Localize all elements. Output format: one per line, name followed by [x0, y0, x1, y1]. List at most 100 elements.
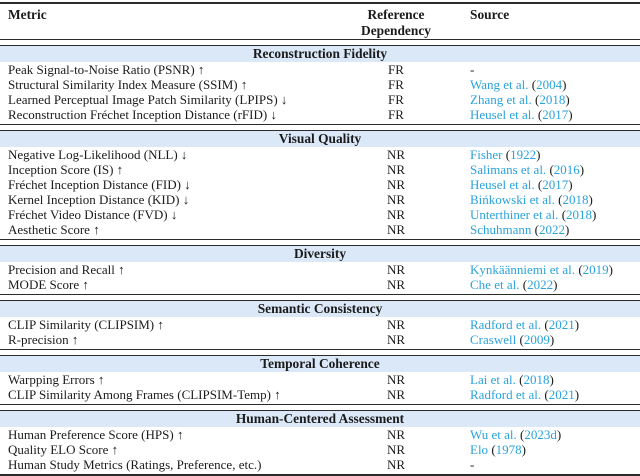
column-header-reference-dependency: Reference Dependency	[332, 7, 460, 38]
citation-year-link[interactable]: 1922	[510, 147, 537, 162]
citation-year-link[interactable]: 2018	[523, 372, 550, 387]
metric-cell: Aesthetic Score ↑	[8, 222, 100, 237]
citation-author-link[interactable]: Kynkäänniemi et al.	[470, 262, 576, 277]
citation-author-link[interactable]: Elo	[470, 442, 489, 457]
citation-author-link[interactable]: Craswell	[470, 332, 517, 347]
citation-author-link[interactable]: Heusel et al.	[470, 107, 535, 122]
citation-author-link[interactable]: Salimans et al.	[470, 162, 547, 177]
citation-close-paren: )	[608, 262, 613, 277]
reference-dependency-cell: FR	[388, 107, 404, 122]
table-row: MODE Score ↑ NR Che et al. (2022)	[0, 277, 640, 292]
citation-author-link[interactable]: Zhang et al.	[470, 92, 532, 107]
citation-author-link[interactable]: Wu et al.	[470, 427, 517, 442]
metric-cell: R-precision ↑	[8, 332, 79, 347]
citation-author-link[interactable]: Radford et al.	[470, 387, 542, 402]
metric-cell: Peak Signal-to-Noise Ratio (PSNR) ↑	[8, 62, 205, 77]
table-row: Kernel Inception Distance (KID) ↓ NR Bińko…	[0, 192, 640, 207]
citation-author-link[interactable]: Radford et al.	[470, 317, 542, 332]
citation-open-paren: (	[515, 372, 524, 387]
citation-close-paren: )	[549, 372, 554, 387]
column-header-metric: Metric	[8, 7, 47, 22]
citation-open-paren: (	[534, 177, 543, 192]
citation-open-paren: (	[516, 332, 524, 347]
table-row: CLIP Similarity (CLIPSIM) ↑ NR Radford et …	[0, 317, 640, 332]
citation-open-paren: (	[546, 162, 554, 177]
citation-close-paren: )	[553, 277, 558, 292]
reference-dependency-cell: NR	[386, 277, 406, 292]
citation-year-link[interactable]: 2019	[582, 262, 609, 277]
table-row: Human Study Metrics (Ratings, Preference…	[0, 457, 640, 472]
source-cell: -	[470, 62, 475, 77]
reference-dependency-cell: NR	[386, 317, 406, 332]
citation-author-link[interactable]: Bińkowski et al.	[470, 192, 555, 207]
citation-author-link[interactable]: Heusel et al.	[470, 177, 535, 192]
citation-close-paren: )	[556, 427, 562, 442]
citation-open-paren: (	[554, 192, 563, 207]
citation-close-paren: )	[536, 147, 541, 162]
reference-dependency-cell: FR	[388, 62, 404, 77]
source-cell: Lai et al. (2018)	[460, 372, 640, 387]
citation-year-link[interactable]: 2021	[548, 317, 575, 332]
reference-dependency-cell: NR	[386, 442, 406, 457]
section-header: Temporal Coherence	[0, 356, 640, 372]
citation-close-paren: )	[562, 77, 567, 92]
citation-close-paren: )	[579, 162, 585, 177]
citation-year-link[interactable]: 2018	[539, 92, 566, 107]
source-cell: Che et al. (2022)	[460, 277, 640, 292]
metric-cell: CLIP Similarity Among Frames (CLIPSIM-Te…	[8, 387, 281, 402]
citation-year-link[interactable]: 1978	[495, 442, 522, 457]
reference-dependency-cell: NR	[386, 192, 406, 207]
table-row: Peak Signal-to-Noise Ratio (PSNR) ↑ FR -	[0, 62, 640, 77]
section-divider	[0, 349, 640, 356]
citation-author-link[interactable]: Che et al.	[470, 277, 520, 292]
citation-year-link[interactable]: 2022	[527, 277, 554, 292]
source-cell: Radford et al. (2021)	[460, 387, 640, 402]
citation-year-link[interactable]: 2022	[538, 222, 565, 237]
table-section: Human-Centered Assessment Human Preferenc…	[0, 411, 640, 474]
metric-cell: Precision and Recall ↑	[8, 262, 125, 277]
table-section: Semantic Consistency CLIP Similarity (CLI…	[0, 301, 640, 349]
section-header: Reconstruction Fidelity	[0, 46, 640, 62]
citation-year-link[interactable]: 2023d	[524, 427, 557, 442]
citation-close-paren: )	[592, 207, 597, 222]
table-row: Warpping Errors ↑ NR Lai et al. (2018)	[0, 372, 640, 387]
citation-year-link[interactable]: 2016	[553, 162, 580, 177]
citation-year-link[interactable]: 2004	[536, 77, 563, 92]
reference-dependency-cell: NR	[386, 387, 406, 402]
source-cell: Heusel et al. (2017)	[460, 177, 640, 192]
citation-open-paren: (	[516, 427, 525, 442]
table-section: Temporal Coherence Warpping Errors ↑ NR Lai…	[0, 356, 640, 404]
citation-author-link[interactable]: Lai et al.	[470, 372, 516, 387]
citation-year-link[interactable]: 2018	[562, 192, 589, 207]
source-cell: Zhang et al. (2018)	[460, 92, 640, 107]
citation-author-link[interactable]: Fisher	[470, 147, 503, 162]
source-cell: Bińkowski et al. (2018)	[460, 192, 640, 207]
citation-year-link[interactable]: 2017	[542, 107, 569, 122]
citation-year-link[interactable]: 2009	[523, 332, 550, 347]
metric-cell: Human Study Metrics (Ratings, Preference…	[8, 457, 262, 472]
table-section: Reconstruction Fidelity Peak Signal-to-No…	[0, 46, 640, 124]
table-row: Reconstruction Fréchet Inception Distanc…	[0, 107, 640, 122]
citation-author-link[interactable]: Wang et al.	[470, 77, 529, 92]
citation-close-paren: )	[568, 177, 573, 192]
metric-cell: Fréchet Video Distance (FVD) ↓	[8, 207, 178, 222]
source-cell: Wu et al. (2023d)	[460, 427, 640, 442]
citation-year-link[interactable]: 2018	[566, 207, 593, 222]
table-row: Structural Similarity Index Measure (SSI…	[0, 77, 640, 92]
citation-close-paren: )	[565, 92, 570, 107]
source-cell: Unterthiner et al. (2018)	[460, 207, 640, 222]
metric-cell: Kernel Inception Distance (KID) ↓	[8, 192, 190, 207]
citation-year-link[interactable]: 2021	[548, 387, 575, 402]
source-cell: Wang et al. (2004)	[460, 77, 640, 92]
reference-dependency-cell: NR	[386, 222, 406, 237]
citation-open-paren: (	[541, 387, 549, 402]
citation-author-link[interactable]: Schuhmann	[470, 222, 532, 237]
metric-cell: Human Preference Score (HPS) ↑	[8, 427, 184, 442]
reference-dependency-cell: NR	[386, 177, 406, 192]
section-header: Semantic Consistency	[0, 301, 640, 317]
table-section: Visual Quality Negative Log-Likelihood (N…	[0, 131, 640, 239]
metric-cell: MODE Score ↑	[8, 277, 89, 292]
citation-author-link[interactable]: Unterthiner et al.	[470, 207, 559, 222]
citation-year-link[interactable]: 2017	[542, 177, 569, 192]
